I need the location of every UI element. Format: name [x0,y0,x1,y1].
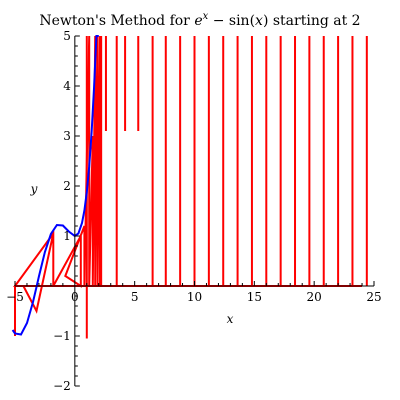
x-axis-label: x [227,312,234,326]
x-tick-label: 0 [71,290,79,304]
y-axis-label: y [30,182,38,196]
y-tick-label: −1 [53,329,71,343]
x-tick-label: 20 [307,290,322,304]
x-tick-label: 10 [187,290,202,304]
y-tick-label: −2 [53,379,71,393]
y-tick-label: 5 [63,29,71,43]
y-tick-label: 1 [63,229,71,243]
function-layer [11,35,99,336]
x-tick-label: 5 [131,290,139,304]
iteration-path-series [13,35,362,336]
y-tick-label: 2 [63,179,71,193]
x-tick-label: 25 [366,290,381,304]
iteration-layer [13,35,368,339]
y-tick-label: 4 [63,79,71,93]
y-tick-label: 3 [63,129,71,143]
axes-layer: −5 0 5 10 15 20 25 −2 −1 1 2 3 4 5 [6,29,381,393]
chart-title: Newton's Method for ex − sin(x) starting… [39,11,360,29]
x-tick-label: −5 [6,290,24,304]
x-tick-label: 15 [247,290,262,304]
function-curve-series [11,35,99,336]
